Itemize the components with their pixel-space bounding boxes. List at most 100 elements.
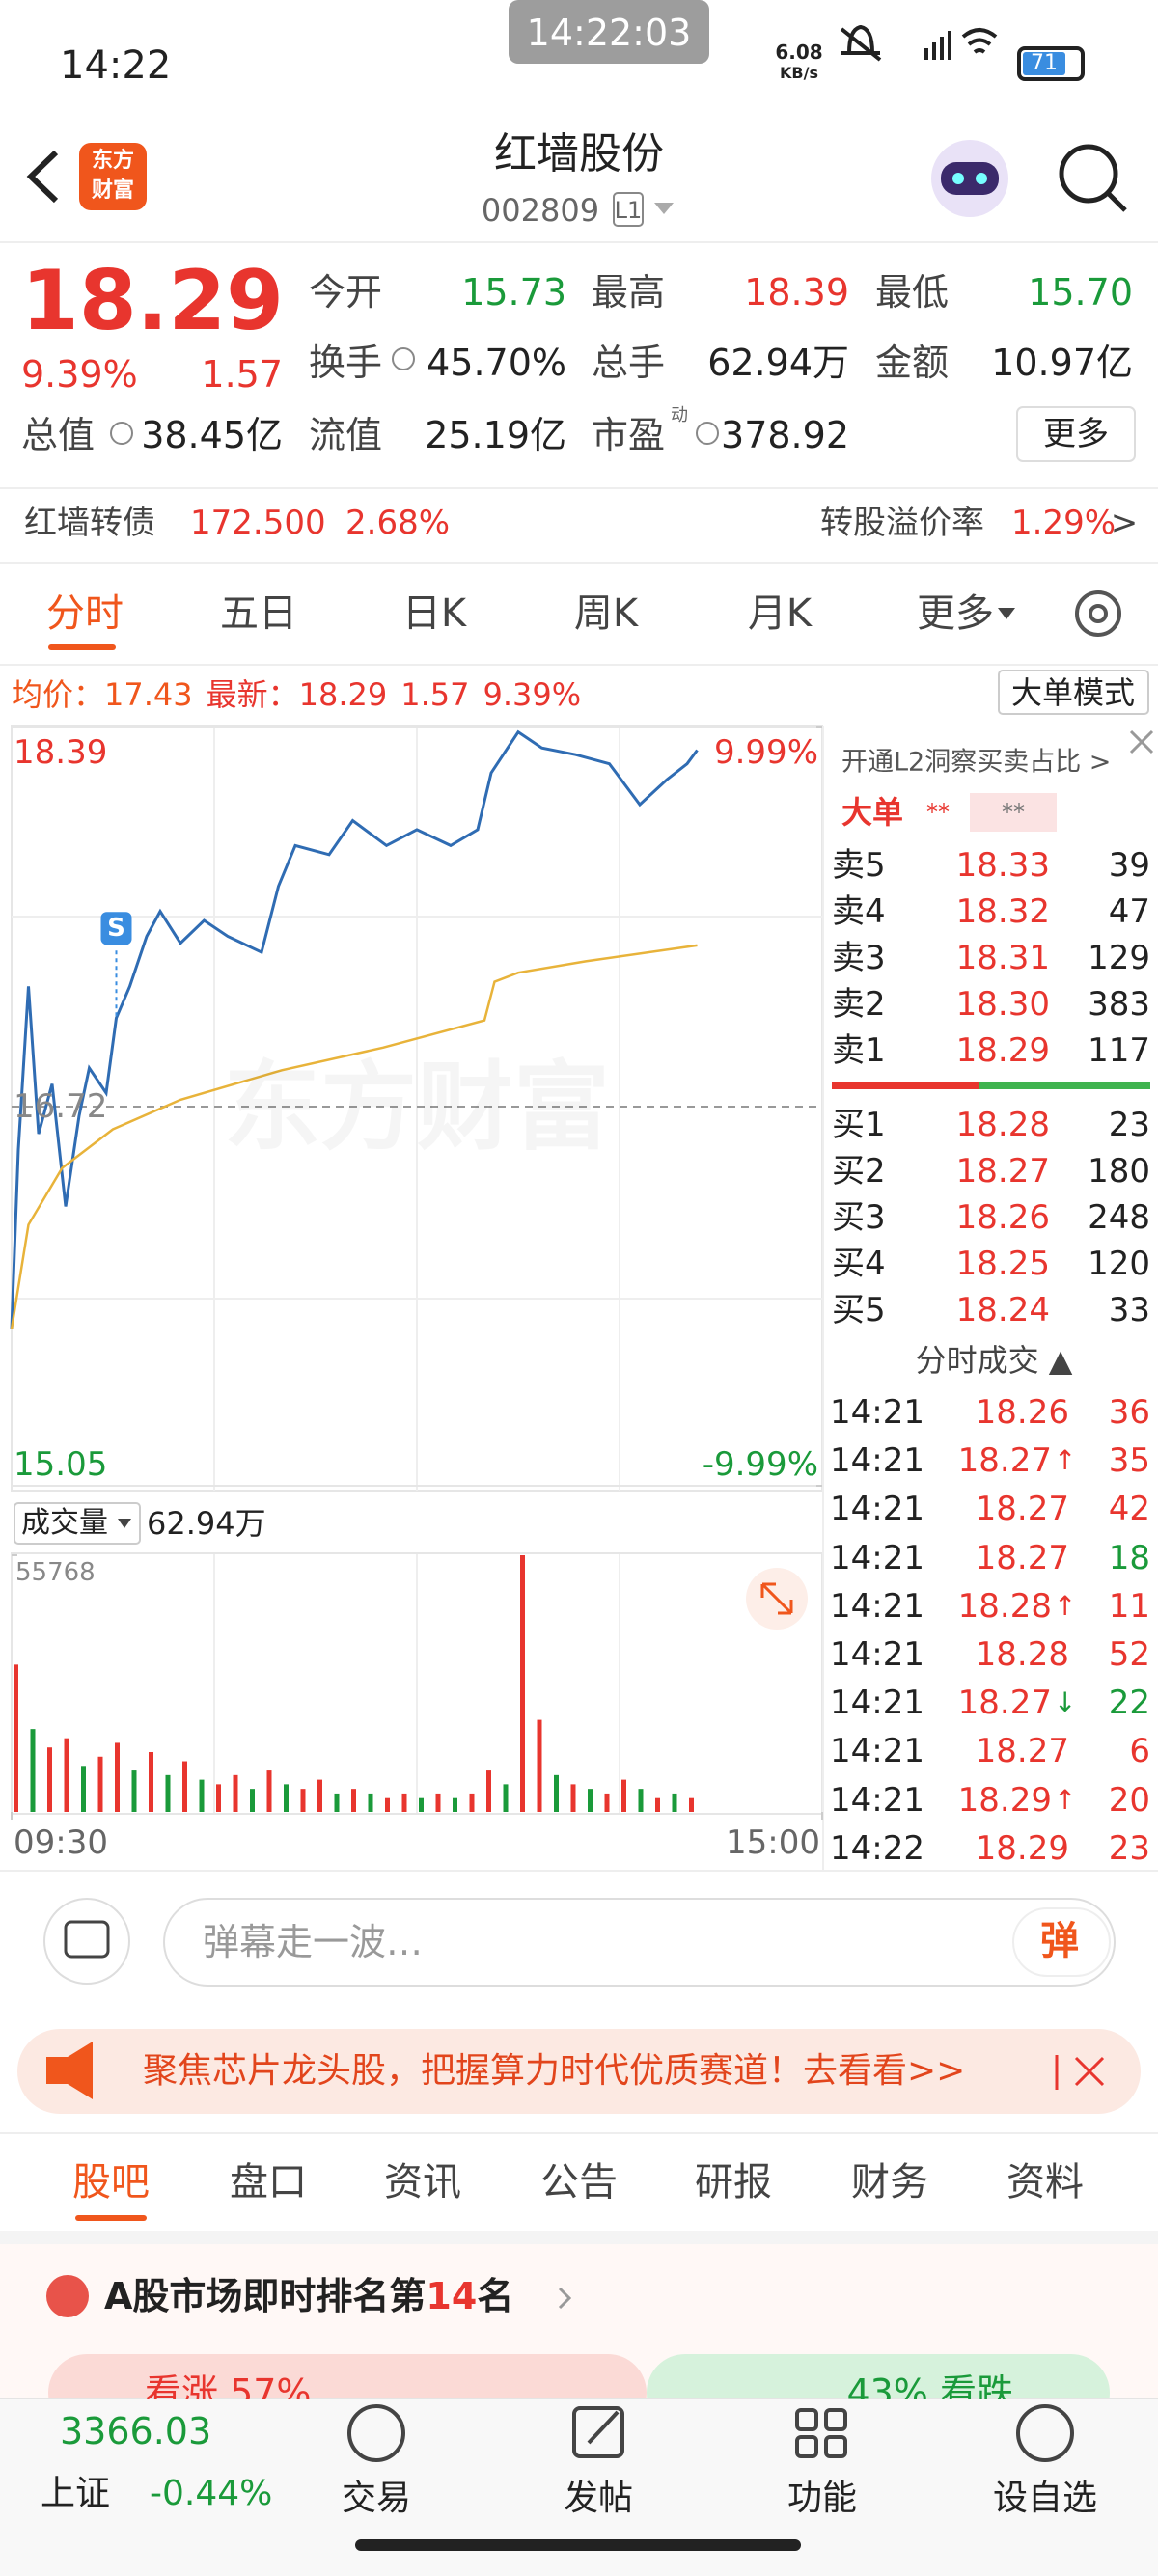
lower-tab[interactable]: 资讯 [384,2160,461,2205]
trade-time: 14:21 [830,1441,924,1481]
back-button[interactable] [26,150,59,204]
level-volume: 39 [1108,846,1150,885]
comment-placeholder[interactable]: 弹幕走一波… [203,1921,424,1963]
logo-text: 财富 [91,178,135,203]
chart-tab[interactable]: 日K [401,591,467,636]
expand-button[interactable] [746,1568,808,1630]
volume-bar [149,1751,153,1812]
close-button[interactable] [1129,729,1154,754]
stat-value: 45.70% [427,342,566,384]
trade-volume: 22 [1108,1684,1150,1723]
stat-label: 总手 [592,342,666,384]
y2-tick-label: 9.99% [713,733,818,772]
chart-dividers [12,726,822,1814]
ranking-part: A股市场即时排名第 [104,2275,427,2317]
lower-tab[interactable]: 研报 [695,2160,772,2205]
banner-text[interactable]: 聚焦芯片龙头股，把握算力时代优质赛道！去看看>> [143,2051,966,2091]
danmu-button[interactable]: 弹 [1040,1919,1079,1963]
robot-avatar[interactable] [931,140,1008,217]
volume-bar [638,1789,644,1812]
level-label: 卖5 [832,846,886,885]
level-price: 18.24 [955,1291,1050,1329]
search-button[interactable] [1059,144,1127,212]
chart-tab[interactable]: 月K [747,591,813,636]
marker [100,912,132,945]
big-order-label: 大单 [841,794,904,831]
danmu-button[interactable] [1012,1907,1111,1977]
level-price: 18.33 [955,846,1050,885]
nav-icons[interactable] [347,2404,1074,2462]
more-button[interactable]: 更多 [1043,415,1109,453]
l2-link[interactable]: 开通L2洞察买卖占比 > [841,747,1112,778]
status-icons [840,24,1085,81]
nav-item[interactable]: 设自选 [992,2479,1098,2518]
banner[interactable] [17,2029,1141,2114]
volume-bar [503,1784,509,1812]
avg-line [10,944,698,1329]
banner-close[interactable] [1055,2055,1105,2090]
volume-bar [300,1789,306,1812]
volume-bar [81,1766,86,1812]
chart-tab[interactable]: 五日 [220,591,297,636]
more-button[interactable] [1016,406,1136,462]
volume-bar [351,1789,356,1812]
level-volume: 383 [1088,985,1150,1024]
level-volume: 180 [1088,1152,1150,1191]
info-row: 均价：17.43 最新：18.29 1.57 9.39% [12,679,594,710]
trade-time: 14:21 [830,1586,924,1626]
lower-tab-indicator [75,2215,147,2221]
trade-price: 18.29 [975,1828,1069,1868]
ask-bar [832,1082,979,1089]
volume-total: 62.94万 [147,1505,266,1542]
level: L1 [614,197,643,224]
mode-button[interactable] [998,670,1149,715]
level-volume: 248 [1088,1198,1150,1237]
trades-title[interactable]: 分时成交 ▲ [915,1342,1073,1379]
chart-tab[interactable]: 周K [573,591,639,636]
volume-bar [368,1793,373,1812]
comment-icon[interactable] [43,1898,130,1985]
settings-button[interactable] [1075,590,1121,637]
ranking[interactable]: A股市场即时排名第14名 [104,2278,513,2315]
dropdown[interactable] [654,203,674,214]
bond-name[interactable]: 红墙转债 [24,504,155,542]
comment-input[interactable] [163,1898,1116,1987]
lower-tab[interactable]: 盘口 [230,2160,307,2205]
volume-bar [419,1797,424,1812]
level-price: 18.26 [955,1198,1050,1237]
lower-tab[interactable]: 公告 [540,2160,618,2205]
lower-tab[interactable]: 财务 [851,2160,928,2205]
volume-bar [233,1774,238,1812]
index-change: -0.44% [150,2474,273,2513]
volume-title[interactable]: 成交量 [21,1506,108,1540]
level-volume: 120 [1088,1245,1150,1283]
stat-label: 市盈 [592,414,666,456]
volume-bar [317,1779,322,1812]
nav-item[interactable]: 发帖 [563,2479,634,2518]
ranking-arrow[interactable] [558,2287,572,2310]
level-volume: 23 [1108,1106,1150,1144]
volume-bar [284,1784,289,1812]
volume-bar [64,1738,69,1812]
chart-tab[interactable]: 更多 [917,591,994,636]
mode-button[interactable]: 大单模式 [1010,674,1136,711]
index-name: 上证 [41,2474,111,2513]
chart-tab[interactable]: 分时 [46,591,124,636]
volume-bar [486,1770,491,1812]
lower-tab[interactable]: 资料 [1006,2160,1084,2205]
divider [0,562,1158,564]
logo-text: 东方 [91,149,135,173]
volume-selector[interactable] [14,1502,141,1545]
nav-item[interactable]: 功能 [786,2479,858,2518]
stat-value: 15.73 [461,271,566,314]
index-value[interactable]: 3366.03 [60,2410,212,2453]
volume-bar [469,1793,475,1812]
divider [0,1870,1158,1872]
nav-item[interactable]: 交易 [341,2479,412,2518]
lower-tab[interactable]: 股吧 [72,2160,150,2205]
trade-volume: 36 [1108,1393,1150,1432]
volume-bar [520,1555,525,1812]
big-order-box [970,793,1057,832]
price: 18.29 [21,253,285,349]
trade-volume: 20 [1108,1780,1150,1820]
